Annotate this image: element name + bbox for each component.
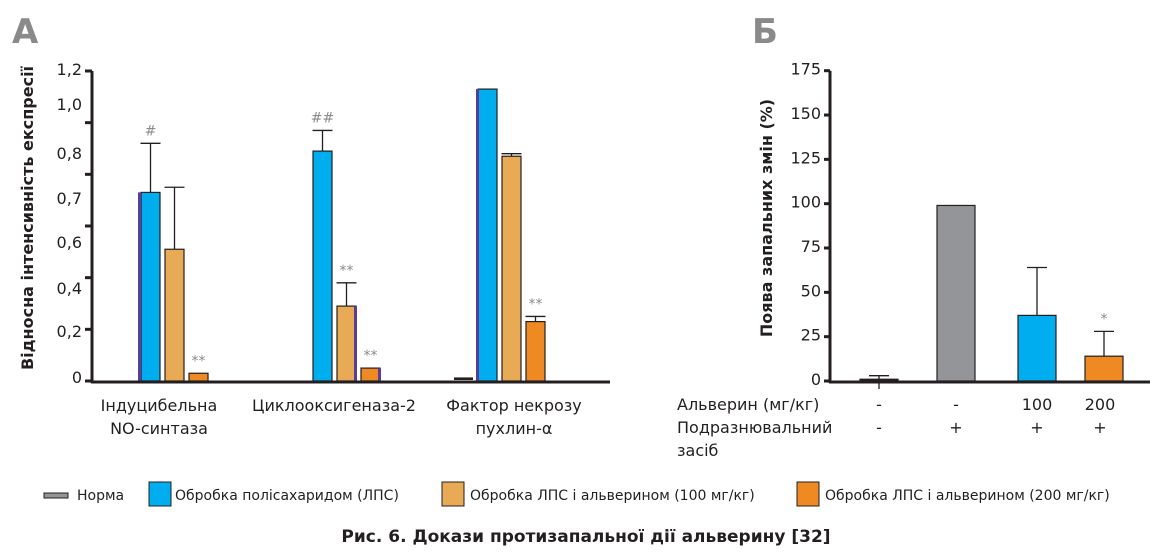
panel-a-y-tick-label: 0,7 xyxy=(57,189,82,208)
panel-a-chart: Відносна інтенсивність експресії 0 0,2 0,4… xyxy=(18,60,610,438)
panel-b-condition-value: - xyxy=(953,395,959,414)
panel-a-category-label: NO-синтаза xyxy=(110,419,208,438)
panel-a-bar-alv200 xyxy=(525,320,546,382)
panel-a-significance-label: ** xyxy=(192,353,206,369)
panel-b-condition-label: Альверин (мг/кг) xyxy=(677,395,819,414)
panel-a-bar-alv100 xyxy=(501,155,522,382)
panel-b-y-tick-label: 150 xyxy=(790,104,821,123)
panel-b-condition-label: засіб xyxy=(677,441,718,460)
panel-a-bar-lps xyxy=(312,150,333,382)
panel-b-y-tick-label: 50 xyxy=(801,281,821,300)
panel-b-condition-value: - xyxy=(876,395,882,414)
panel-a-category-label: Циклооксигеназа-2 xyxy=(252,396,416,415)
panel-a-bar-alv100 xyxy=(164,248,185,382)
panel-b-y-tick-label: 25 xyxy=(801,326,821,345)
figure-caption: Рис. 6. Докази протизапальної дії альвер… xyxy=(341,527,830,547)
panel-a-significance-label: ** xyxy=(340,263,354,279)
panel-a-y-axis-title: Відносна інтенсивність експресії xyxy=(18,65,37,370)
panel-a-bar-alv200 xyxy=(360,367,381,382)
panel-a-y-tick-label: 0,6 xyxy=(57,233,82,252)
legend: Норма Обробка полісахаридом (ЛПС) Обробка … xyxy=(43,481,1110,507)
panel-b-letter: Б xyxy=(752,12,778,52)
panel-a-bar-norma xyxy=(454,377,473,380)
panel-a-letter: А xyxy=(12,12,39,52)
panel-b-y-tick-label: 0 xyxy=(811,370,821,389)
legend-swatch-alv100 xyxy=(441,481,465,507)
panel-b-bar-lps xyxy=(1017,314,1057,382)
legend-label-alv200: Обробка ЛПС і альверином (200 мг/кг) xyxy=(825,488,1110,504)
panel-b-bar-alv200 xyxy=(1084,355,1124,382)
panel-a-y-tick-label: 0,2 xyxy=(57,322,82,341)
panel-b-condition-value: 200 xyxy=(1085,395,1116,414)
panel-b-significance-label: * xyxy=(1101,311,1108,327)
panel-a-category-label: Індуцибельна xyxy=(101,396,218,415)
panel-b-condition-label: Подразнювальний xyxy=(677,418,832,437)
panel-a-category-label: пухлин-α xyxy=(476,419,553,438)
panel-a-significance-label: ** xyxy=(529,296,543,312)
panel-a-y-tick-label: 1,2 xyxy=(57,60,82,79)
panel-b-condition-value: - xyxy=(876,418,882,437)
panel-a-significance-label: ## xyxy=(311,110,334,126)
panel-b-bar-norma_gray xyxy=(936,204,976,382)
panel-a-bar-edge-strip xyxy=(378,368,381,383)
legend-swatch-norma xyxy=(43,492,69,499)
panel-a-bar-alv200 xyxy=(188,372,209,382)
legend-swatch-lps xyxy=(148,481,172,507)
panel-b-y-tick-label: 100 xyxy=(790,193,821,212)
panel-a-y-tick-label: 0,8 xyxy=(57,144,82,163)
legend-label-norma: Норма xyxy=(77,488,124,504)
panel-a-bar-lps xyxy=(477,88,498,382)
legend-label-alv100: Обробка ЛПС і альверином (100 мг/кг) xyxy=(470,488,755,504)
panel-a-significance-label: # xyxy=(145,123,157,139)
panel-a-bar-edge-strip xyxy=(138,192,141,383)
panel-a-significance-label: ** xyxy=(364,348,378,364)
panel-b-y-tick-label: 175 xyxy=(790,60,821,79)
panel-a-bar-edge-strip xyxy=(476,89,479,383)
panel-b-condition-value: + xyxy=(1093,418,1106,437)
panel-b-condition-value: + xyxy=(949,418,962,437)
panel-b-chart: Поява запальних змін (%) 0 25 50 75 100 125 15… xyxy=(677,60,1150,460)
panel-a-bar-lps xyxy=(140,191,161,382)
panel-a-bar-alv100 xyxy=(336,305,357,382)
panel-b-condition-value: 100 xyxy=(1022,395,1053,414)
panel-a-y-tick-label: 0 xyxy=(72,368,82,387)
panel-b-y-tick-label: 75 xyxy=(801,237,821,256)
legend-label-lps: Обробка полісахаридом (ЛПС) xyxy=(175,488,399,504)
panel-b-y-axis-title: Поява запальних змін (%) xyxy=(757,99,776,337)
panel-a-category-label: Фактор некрозу xyxy=(446,396,581,415)
legend-swatch-alv200 xyxy=(796,481,820,507)
panel-a-y-tick-label: 1,0 xyxy=(57,95,82,114)
panel-b-y-tick-label: 125 xyxy=(790,148,821,167)
panel-b-condition-value: + xyxy=(1030,418,1043,437)
panel-a-y-tick-label: 0,4 xyxy=(57,279,82,298)
panel-a-bar-edge-strip xyxy=(354,306,357,383)
